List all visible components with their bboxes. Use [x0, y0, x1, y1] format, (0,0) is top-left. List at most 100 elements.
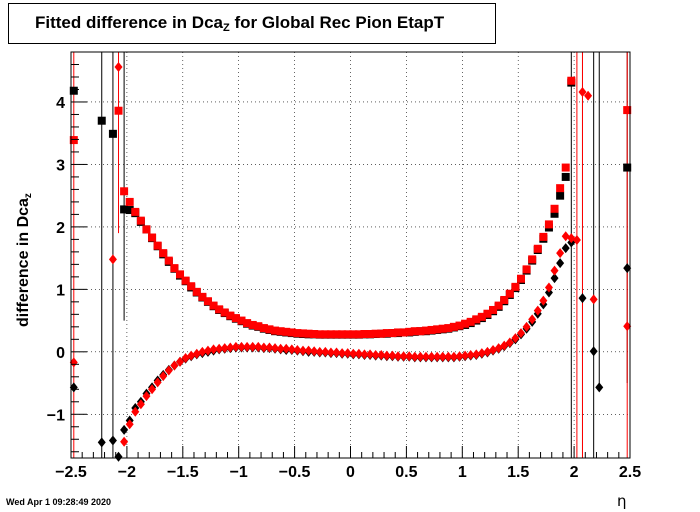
- diamond-marker: [449, 351, 458, 362]
- diamond-marker: [489, 344, 498, 355]
- square-marker: [203, 297, 212, 306]
- square-marker: [315, 330, 324, 339]
- square-marker: [276, 327, 285, 336]
- diamond-marker: [293, 344, 302, 355]
- square-marker: [556, 184, 565, 193]
- diamond-marker: [114, 451, 123, 462]
- diamond-marker: [176, 356, 185, 367]
- diamond-marker: [556, 248, 565, 259]
- square-marker: [449, 322, 458, 331]
- diamond-marker: [544, 282, 553, 293]
- diamond-marker: [584, 90, 593, 101]
- square-marker: [131, 207, 140, 216]
- diamond-marker: [243, 341, 252, 352]
- square-marker: [97, 116, 106, 125]
- square-marker: [209, 301, 218, 310]
- diamond-marker: [438, 351, 447, 362]
- diamond-marker: [282, 343, 291, 354]
- square-marker: [198, 292, 207, 301]
- square-marker: [120, 205, 129, 214]
- x-tick-label: 2: [570, 464, 579, 481]
- diamond-marker: [338, 348, 347, 359]
- diamond-marker: [276, 343, 285, 354]
- y-tick-label: 1: [56, 282, 65, 299]
- diamond-marker: [505, 337, 514, 348]
- x-tick-label: −1.5: [167, 464, 199, 481]
- diamond-marker: [304, 345, 313, 356]
- y-tick-label: 4: [56, 95, 65, 112]
- square-marker: [366, 330, 375, 339]
- square-marker: [410, 327, 419, 336]
- diamond-marker: [410, 351, 419, 362]
- square-marker: [567, 76, 576, 85]
- diamond-marker: [354, 348, 363, 359]
- square-marker: [438, 324, 447, 333]
- square-marker: [371, 329, 380, 338]
- square-marker: [421, 326, 430, 335]
- diamond-marker: [315, 346, 324, 357]
- diamond-marker: [466, 349, 475, 360]
- diamond-marker: [589, 346, 598, 357]
- diamond-marker: [516, 328, 525, 339]
- y-tick-label: −1: [47, 407, 65, 424]
- square-marker: [192, 287, 201, 296]
- diamond-marker: [500, 340, 509, 351]
- square-marker: [298, 329, 307, 338]
- square-marker: [416, 327, 425, 336]
- diamond-marker: [623, 263, 632, 274]
- diamond-marker: [226, 342, 235, 353]
- diamond-marker: [556, 258, 565, 269]
- square-marker: [187, 282, 196, 291]
- square-marker: [533, 244, 542, 253]
- square-marker: [153, 241, 162, 250]
- square-marker: [304, 329, 313, 338]
- square-marker: [550, 209, 559, 218]
- square-marker: [287, 328, 296, 337]
- diamond-marker: [405, 351, 414, 362]
- diamond-marker: [170, 360, 179, 371]
- grid-lines: [70, 52, 631, 458]
- square-marker: [528, 255, 537, 264]
- diamond-marker: [366, 349, 375, 360]
- diamond-marker: [623, 321, 632, 332]
- diamond-marker: [215, 343, 224, 354]
- square-marker: [271, 326, 280, 335]
- diamond-marker: [511, 333, 520, 344]
- diamond-marker: [421, 351, 430, 362]
- diamond-marker: [198, 346, 207, 357]
- x-tick-label: 0: [346, 464, 355, 481]
- diamond-marker: [108, 435, 117, 446]
- diamond-marker: [578, 293, 587, 304]
- diamond-marker: [69, 382, 78, 393]
- square-marker: [332, 330, 341, 339]
- square-marker: [338, 330, 347, 339]
- diamond-marker: [349, 348, 358, 359]
- diamond-marker: [136, 399, 145, 410]
- square-marker: [516, 274, 525, 283]
- square-marker: [164, 256, 173, 265]
- square-marker: [215, 305, 224, 314]
- y-tick-label: 2: [56, 220, 65, 237]
- square-marker: [466, 317, 475, 326]
- diamond-marker: [522, 321, 531, 332]
- square-marker: [544, 220, 553, 229]
- diamond-marker: [371, 349, 380, 360]
- diamond-marker: [310, 346, 319, 357]
- square-marker: [561, 163, 570, 172]
- tick-labels: −2.5 −2 −1.5 −1 −0.5 0 0.5 1 1.5 2 2.5 −1 0 1 2 3 4: [47, 95, 641, 481]
- square-marker: [321, 330, 330, 339]
- diamond-marker: [192, 348, 201, 359]
- square-marker: [511, 282, 520, 291]
- square-marker: [623, 163, 632, 172]
- diamond-marker: [483, 346, 492, 357]
- square-marker: [125, 197, 134, 206]
- diamond-marker: [595, 382, 604, 393]
- square-marker: [360, 330, 369, 339]
- square-marker: [265, 325, 274, 334]
- x-tick-label: 1.5: [507, 464, 529, 481]
- diamond-marker: [148, 384, 157, 395]
- diamond-marker: [455, 351, 464, 362]
- square-marker: [427, 325, 436, 334]
- diamond-marker: [561, 243, 570, 254]
